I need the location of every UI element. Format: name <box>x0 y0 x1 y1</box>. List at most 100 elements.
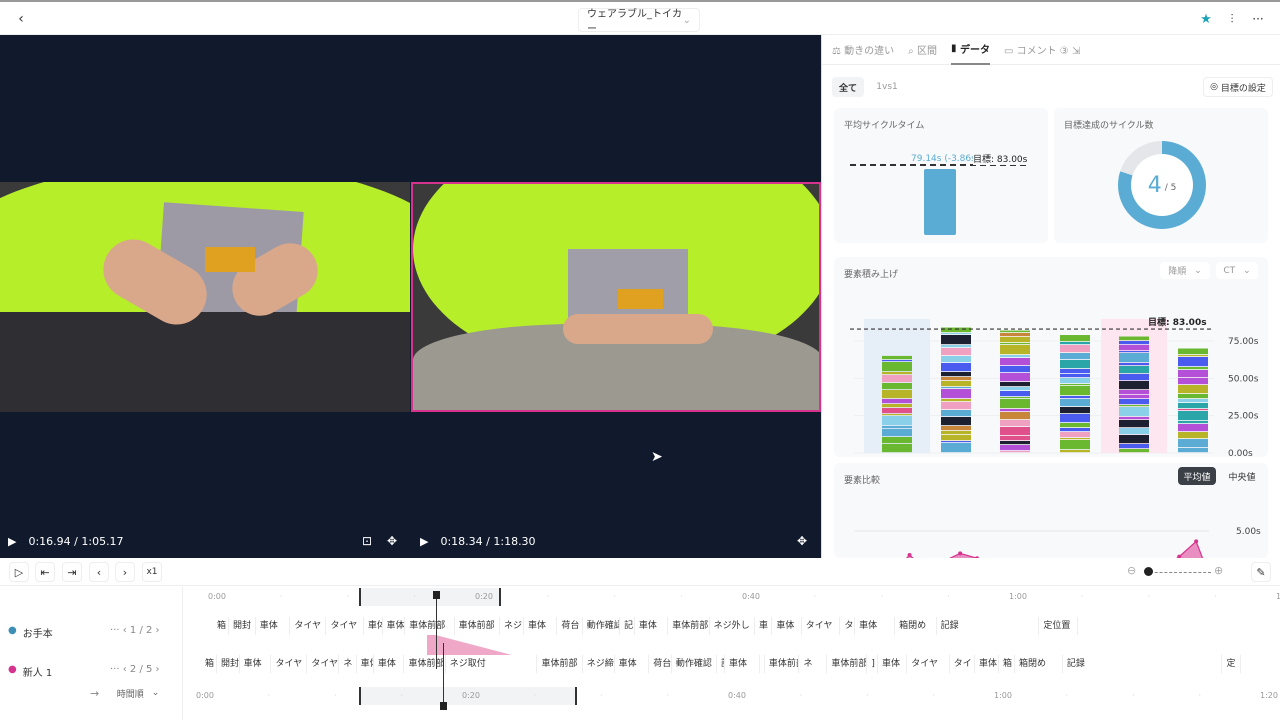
timeline-segment[interactable]: 車体 <box>382 617 406 635</box>
timeline-segment[interactable]: 定位置 <box>1039 617 1079 635</box>
timeline-segment[interactable]: タイヤ <box>801 617 841 635</box>
timeline-segment[interactable]: タイヤ <box>326 617 364 635</box>
sort-dropdown[interactable]: 降順 ⌄ <box>1160 262 1210 279</box>
timeline-segment[interactable]: 車体前部 <box>404 655 446 673</box>
bar-segment <box>1060 407 1090 414</box>
timeline-segment[interactable]: 箱 <box>201 655 217 673</box>
timeline-segment[interactable]: 箱閉め <box>895 617 937 635</box>
timeline-segment[interactable]: 車体 <box>725 655 760 673</box>
timeline-segment[interactable]: 車体 <box>634 617 669 635</box>
project-selector[interactable]: ウェアラブル_トイカー ⌄ <box>578 8 700 35</box>
timeline-segment[interactable]: 車体 <box>855 617 896 635</box>
playhead-model[interactable] <box>435 593 437 669</box>
timeline-segment[interactable]: 車体前部 <box>405 617 455 635</box>
timeline-segment[interactable]: 記 <box>717 655 725 673</box>
timeline-segment[interactable]: 車体 <box>373 655 405 673</box>
play-icon[interactable]: ▶ <box>8 535 17 548</box>
timeline-segment[interactable]: 記 <box>620 617 635 635</box>
metric-dropdown[interactable]: CT ⌄ <box>1216 262 1258 279</box>
timeline-segment[interactable]: ネジ外し <box>709 617 755 635</box>
timeline-segment[interactable]: 車 <box>755 617 773 635</box>
jump-end-button[interactable]: ⇥ <box>62 562 82 582</box>
bar-segment <box>1060 353 1090 360</box>
timeline-segment[interactable]: 車体 <box>356 655 374 673</box>
next-button[interactable]: › <box>115 562 135 582</box>
zoom-in-icon[interactable]: ⊕ <box>1214 564 1224 577</box>
video-player-left[interactable] <box>0 182 410 412</box>
tab-compare[interactable]: ⚖ 動きの違い <box>832 42 894 57</box>
timeline-segment[interactable]: 車体前部 <box>454 617 500 635</box>
timeline-segment[interactable]: 開封 <box>216 655 240 673</box>
row-pager[interactable]: ··· ‹ 2 / 5 › <box>110 664 160 675</box>
timeline-segment[interactable]: タイヤ <box>271 655 308 673</box>
timeline-segment[interactable]: 箱 <box>213 617 230 635</box>
selected-range[interactable] <box>358 588 502 606</box>
timeline-segment[interactable]: 車 <box>759 655 765 673</box>
zoom-slider[interactable] <box>1145 572 1211 573</box>
timeline-segment[interactable]: タイヤ <box>907 655 950 673</box>
timeline-segment[interactable]: 動作確認 <box>582 617 621 635</box>
set-goal-button[interactable]: ◎ 目標の設定 <box>1203 77 1273 97</box>
edit-button[interactable]: ✎ <box>1251 562 1271 582</box>
timeline-segment[interactable]: ] <box>867 655 878 673</box>
timeline-segment[interactable]: 車体前部 <box>827 655 868 673</box>
tab-comment[interactable]: ▭ コメント ③ ⇲ <box>1004 42 1080 57</box>
timeline-segment[interactable]: 車体 <box>239 655 272 673</box>
timeline-segment[interactable]: 記録 <box>1062 655 1223 673</box>
timeline-segment[interactable]: 車体前部 <box>537 655 583 673</box>
timeline-segment[interactable]: 定 <box>1222 655 1242 673</box>
timeline-segment[interactable]: 車体 <box>975 655 999 673</box>
timeline-segment[interactable]: ネジ <box>500 617 525 635</box>
speed-button[interactable]: x1 <box>142 562 162 582</box>
timeline-segment[interactable]: ネジ取付 <box>445 655 538 673</box>
tab-bar-chart[interactable]: ▮ データ <box>950 35 990 65</box>
playhead-trainee[interactable] <box>443 643 445 705</box>
more-button[interactable]: ··· <box>1247 8 1269 30</box>
timeline-segment[interactable]: 車体 <box>614 655 650 673</box>
zoom-out-icon[interactable]: ⊖ <box>1127 564 1137 577</box>
zoom-slider-handle[interactable] <box>1144 567 1153 576</box>
order-dropdown[interactable]: 時間順 ⌄ <box>108 684 168 702</box>
play-icon[interactable]: ▶ <box>420 535 429 548</box>
timeline-segment[interactable]: 箱閉め <box>1014 655 1063 673</box>
timeline-segment[interactable]: 車体 <box>877 655 908 673</box>
timeline-segment[interactable]: ネ <box>799 655 828 673</box>
filter-all[interactable]: 全て <box>832 77 864 97</box>
video-player-right[interactable] <box>411 182 821 412</box>
timeline-segment[interactable]: タ <box>840 617 856 635</box>
playhead-handle[interactable] <box>440 702 448 710</box>
timeline-segment[interactable]: 記録 <box>936 617 1040 635</box>
tab-search[interactable]: ⌕ 区間 <box>908 42 937 57</box>
move-icon[interactable]: ✥ <box>797 534 808 548</box>
move-icon[interactable]: ✥ <box>387 534 398 548</box>
mode-median[interactable]: 中央値 <box>1222 467 1262 485</box>
timeline-segment[interactable]: 車体前部 <box>764 655 800 673</box>
timeline-segment[interactable]: 箱 <box>999 655 1015 673</box>
timeline-segment[interactable]: 車体 <box>255 617 291 635</box>
play-button[interactable]: ▷ <box>9 562 29 582</box>
timeline-segment[interactable]: 車体前部 <box>668 617 710 635</box>
timeline-segment[interactable]: ネ <box>339 655 357 673</box>
timeline-segment[interactable]: タイ <box>949 655 976 673</box>
back-button[interactable]: ‹ <box>10 8 32 30</box>
filter-1vs1[interactable]: 1vs1 <box>872 77 902 97</box>
selected-range[interactable] <box>359 687 578 705</box>
row-pager[interactable]: ··· ‹ 1 / 2 › <box>110 625 160 636</box>
timeline-segment[interactable]: タイヤ <box>307 655 340 673</box>
focus-icon[interactable]: ⊡ <box>362 534 373 548</box>
timeline-segment[interactable]: 車体 <box>524 617 558 635</box>
prev-button[interactable]: ‹ <box>89 562 109 582</box>
favorite-button[interactable]: ★ <box>1195 8 1217 30</box>
jump-start-button[interactable]: ⇤ <box>35 562 55 582</box>
timeline-segment[interactable]: ネジ締 <box>582 655 615 673</box>
timeline-segment[interactable]: 荷台 <box>557 617 583 635</box>
timeline-segment[interactable]: 車体 <box>772 617 802 635</box>
timeline-segment[interactable]: タイヤ <box>290 617 327 635</box>
timeline-segment[interactable]: 開封 <box>229 617 256 635</box>
timeline-segment[interactable]: 車体 <box>363 617 383 635</box>
playhead-handle[interactable] <box>432 591 440 599</box>
timeline-segment[interactable]: 荷台 <box>649 655 672 673</box>
timeline-segment[interactable]: 動作確認 <box>671 655 718 673</box>
mode-average[interactable]: 平均値 <box>1178 467 1216 485</box>
settings-button[interactable]: ⫶ <box>1221 8 1243 30</box>
